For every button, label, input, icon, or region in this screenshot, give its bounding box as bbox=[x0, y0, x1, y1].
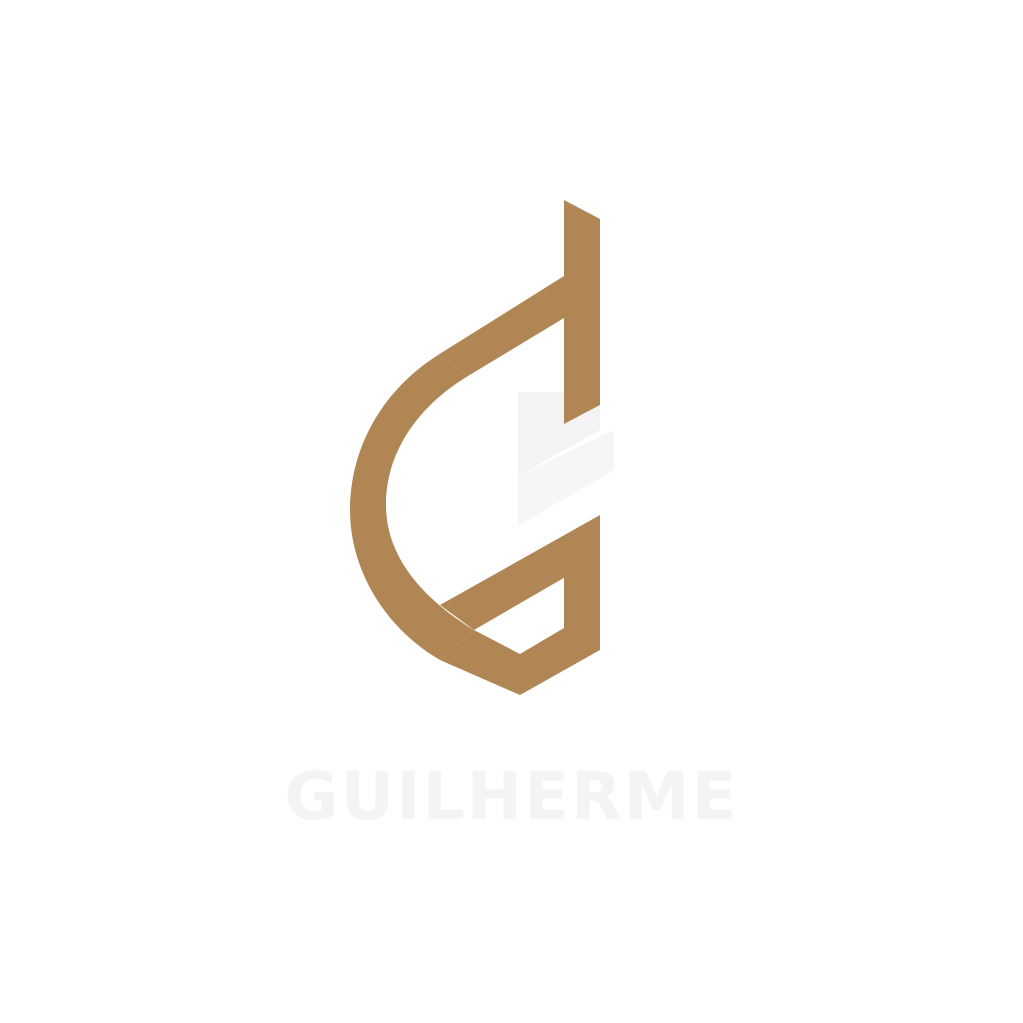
monogram-notch bbox=[476, 580, 562, 652]
monogram-stem bbox=[564, 200, 600, 424]
brand-wordmark: GUILHERME bbox=[284, 758, 739, 835]
monogram-shoulder bbox=[438, 276, 564, 376]
monogram-crossbar-highlight bbox=[518, 392, 600, 476]
monogram-base bbox=[440, 557, 600, 695]
monogram-crossbar-lower-highlight bbox=[518, 430, 614, 526]
monogram-bowl bbox=[350, 355, 474, 660]
monogram-lower-bar bbox=[440, 515, 600, 630]
